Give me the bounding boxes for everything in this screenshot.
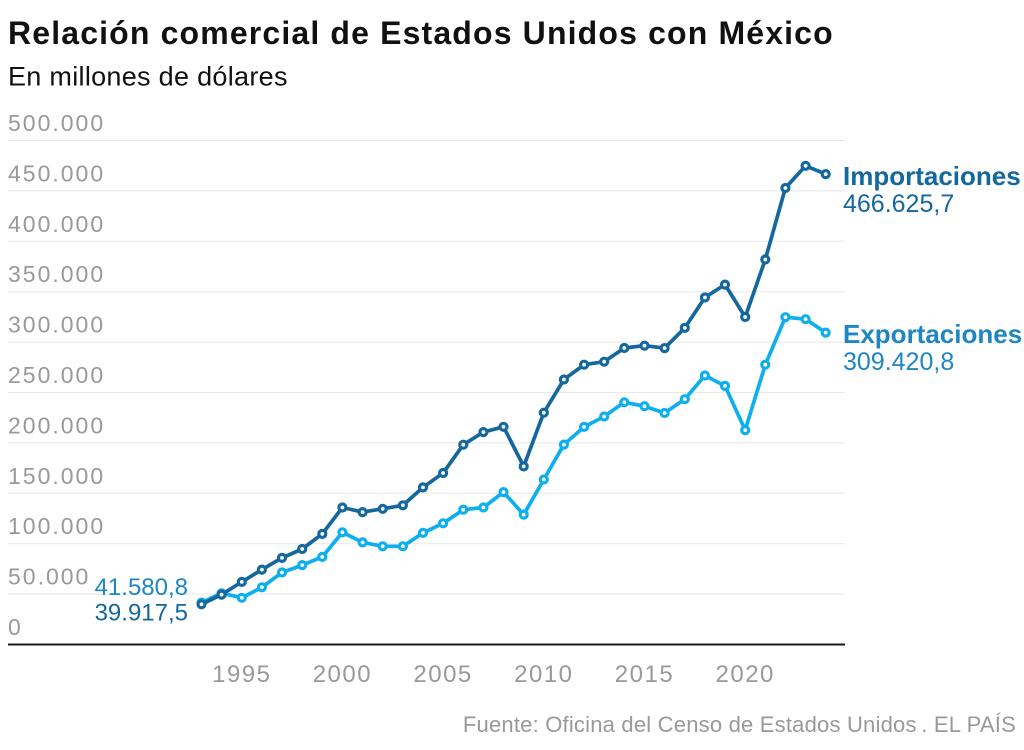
svg-text:450.000: 450.000	[8, 160, 105, 186]
svg-text:2015: 2015	[615, 661, 674, 688]
svg-text:1995: 1995	[212, 661, 271, 688]
svg-text:39.917,5: 39.917,5	[95, 600, 188, 627]
svg-text:309.420,8: 309.420,8	[843, 348, 954, 376]
svg-text:466.625,7: 466.625,7	[843, 190, 954, 218]
svg-text:0: 0	[8, 614, 23, 640]
svg-text:350.000: 350.000	[8, 261, 105, 287]
svg-text:2005: 2005	[413, 661, 472, 688]
svg-text:250.000: 250.000	[8, 362, 105, 388]
svg-text:Fuente: Oficina del Censo de E: Fuente: Oficina del Censo de Estados Uni…	[463, 712, 1016, 737]
svg-text:41.580,8: 41.580,8	[95, 574, 188, 601]
svg-text:Exportaciones: Exportaciones	[843, 319, 1022, 349]
svg-text:Importaciones: Importaciones	[843, 161, 1021, 191]
svg-text:En millones de dólares: En millones de dólares	[8, 62, 288, 92]
svg-text:Relación comercial de Estados: Relación comercial de Estados Unidos con…	[8, 15, 834, 51]
svg-text:2020: 2020	[716, 661, 775, 688]
svg-text:2010: 2010	[514, 661, 573, 688]
svg-text:200.000: 200.000	[8, 412, 105, 438]
svg-text:500.000: 500.000	[8, 110, 105, 136]
svg-text:100.000: 100.000	[8, 513, 105, 539]
svg-text:50.000: 50.000	[8, 564, 90, 590]
svg-text:300.000: 300.000	[8, 312, 105, 338]
svg-text:2000: 2000	[313, 661, 372, 688]
svg-text:400.000: 400.000	[8, 211, 105, 237]
svg-text:150.000: 150.000	[8, 463, 105, 489]
